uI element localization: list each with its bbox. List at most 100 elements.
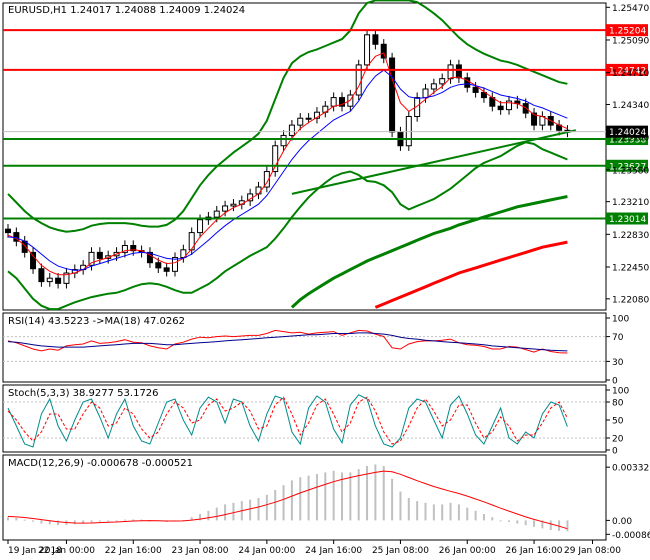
- candle-body: [213, 210, 220, 218]
- macd-histogram-bar: [257, 498, 260, 521]
- candle-body: [230, 203, 237, 207]
- macd-histogram-bar: [140, 519, 143, 521]
- macd-histogram-bar: [374, 464, 377, 521]
- ma-fast-line: [7, 52, 568, 276]
- price-level-tag: [606, 24, 648, 37]
- macd-histogram-bar: [349, 472, 352, 521]
- macd-histogram-bar: [441, 504, 444, 521]
- macd-histogram-bar: [215, 507, 218, 521]
- macd-histogram-bar: [265, 494, 268, 521]
- candle-body: [422, 88, 429, 99]
- candle-body: [188, 232, 195, 251]
- candle-body: [531, 112, 538, 126]
- macd-histogram-bar: [516, 520, 519, 524]
- price-axis-tick-label: 1.24340: [612, 101, 649, 111]
- macd-histogram-bar: [558, 520, 561, 531]
- candle-body: [63, 272, 70, 284]
- bb-lower-line: [7, 141, 568, 311]
- macd-histogram-bar: [366, 466, 369, 521]
- macd-title: MACD(12,26,9) -0.000678 -0.000521: [8, 458, 193, 469]
- candle-body: [372, 34, 379, 45]
- macd-histogram-bar: [123, 519, 126, 521]
- macd-histogram-bar: [207, 510, 210, 521]
- candle-body: [380, 43, 387, 59]
- macd-histogram-bar: [449, 502, 452, 521]
- macd-histogram-bar: [541, 520, 544, 529]
- macd-histogram-bar: [499, 520, 502, 522]
- candle-body: [506, 100, 512, 111]
- candle-body: [439, 78, 446, 85]
- candle-body: [297, 117, 304, 126]
- macd-histogram-bar: [491, 517, 494, 521]
- macd-histogram-bar: [132, 519, 135, 521]
- candle-body: [414, 97, 421, 118]
- candle-body: [280, 134, 287, 147]
- macd-histogram-bar: [40, 520, 43, 524]
- macd-histogram-bar: [482, 514, 485, 521]
- rsi-ma-line: [7, 332, 568, 352]
- price-axis-tick-label: 1.22080: [612, 295, 649, 305]
- macd-histogram-bar: [341, 472, 343, 521]
- macd-histogram-bar: [407, 498, 410, 521]
- macd-panel-frame: [2, 454, 607, 541]
- candle-body: [263, 171, 270, 188]
- macd-histogram-bar: [424, 502, 427, 521]
- price-level-label: 1.23627: [609, 162, 646, 172]
- macd-histogram-bar: [98, 520, 101, 522]
- macd-histogram-bar: [190, 517, 193, 521]
- macd-histogram-bar: [315, 474, 318, 521]
- macd-histogram-bar: [290, 480, 293, 521]
- macd-histogram-bar: [115, 520, 118, 522]
- macd-signal-line: [7, 470, 568, 530]
- time-axis-tick-label: 23 Jan 08:00: [172, 546, 229, 556]
- time-axis-tick-label: 25 Jan 08:00: [372, 546, 429, 556]
- rsi-line: [7, 329, 568, 354]
- price-axis-tick-label: 1.24710: [612, 69, 649, 79]
- candle-body: [5, 228, 11, 234]
- macd-histogram-bar: [382, 466, 385, 521]
- macd-histogram-bar: [307, 475, 310, 521]
- macd-histogram-bar: [299, 477, 302, 521]
- candle-body: [163, 267, 170, 272]
- candle-body: [255, 186, 262, 195]
- macd-histogram-bar: [391, 478, 394, 521]
- stoch-axis-tick-label: 0: [612, 447, 618, 457]
- macd-histogram-bar: [399, 491, 402, 521]
- current-price-tag: [606, 125, 648, 138]
- candle-body: [272, 145, 279, 173]
- macd-histogram-bar: [466, 507, 469, 521]
- candle-body: [30, 251, 37, 270]
- stoch-main-line: [7, 394, 568, 448]
- macd-axis-tick-label: 0.003327: [612, 464, 650, 474]
- candle-body: [472, 86, 479, 93]
- candle-body: [313, 111, 320, 119]
- main-chart-title: EURUSD,H1 1.24017 1.24088 1.24009 1.2402…: [8, 5, 245, 16]
- candle-body: [405, 116, 412, 147]
- macd-histogram-bar: [549, 520, 552, 530]
- time-axis-tick-label: 19 Jan 2018: [8, 546, 62, 556]
- price-level-tag: [606, 63, 648, 76]
- candle-body: [121, 245, 128, 253]
- candle-body: [364, 34, 371, 66]
- price-axis-tick-label: 1.25470: [612, 4, 649, 14]
- macd-histogram-bar: [249, 499, 252, 521]
- price-axis-tick-label: 1.23960: [612, 134, 649, 144]
- macd-histogram-bar: [82, 520, 85, 524]
- time-axis-tick-label: 22 Jan 00:00: [38, 546, 95, 556]
- macd-histogram-bar: [566, 520, 569, 532]
- trendline: [291, 129, 577, 195]
- ma-200-line: [374, 240, 568, 309]
- macd-histogram-bar: [7, 517, 9, 521]
- candle-body: [13, 232, 20, 242]
- time-axis-tick-label: 24 Jan 00:00: [238, 546, 295, 556]
- macd-histogram-bar: [274, 490, 277, 521]
- price-level-label: 1.23014: [609, 215, 646, 225]
- candle-body: [430, 83, 437, 90]
- macd-histogram-bar: [73, 520, 76, 525]
- time-axis-tick-label: 22 Jan 16:00: [105, 546, 162, 556]
- stoch-panel-frame: [2, 384, 607, 453]
- stoch-signal-line: [7, 396, 568, 445]
- macd-histogram-bar: [508, 520, 510, 522]
- time-axis-tick-label: 29 Jan 08:00: [564, 546, 621, 556]
